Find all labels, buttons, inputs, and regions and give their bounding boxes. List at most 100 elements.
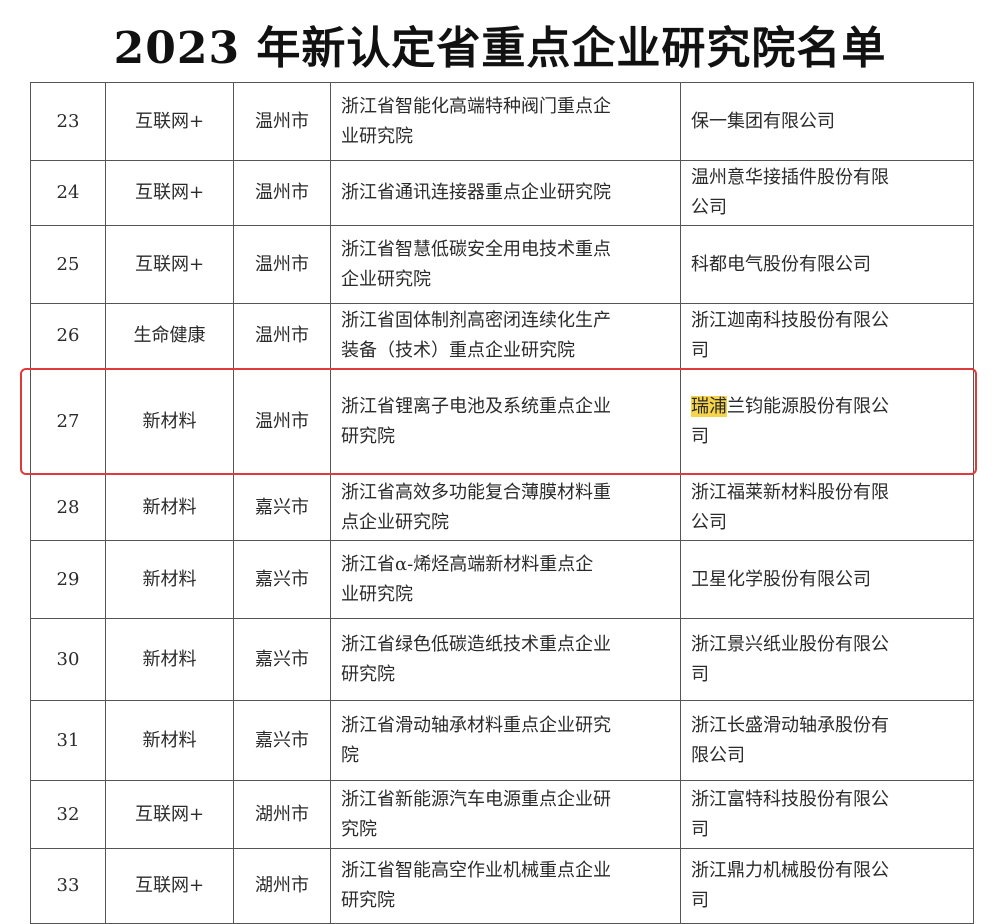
cell-text: 29 [56,568,80,590]
cell-text: 浙江省智慧低碳安全用电技术重点 [341,238,611,260]
cell-text: 浙江省固体制剂高密闭连续化生产 [341,310,611,331]
cell-text: 温州市 [255,110,309,132]
cell-text: 互联网+ [134,110,205,132]
cell-institute: 浙江省智慧低碳安全用电技术重点 企业研究院 [330,225,681,304]
cell-text: 浙江省新能源汽车电源重点企业研 [341,788,611,810]
cell-city: 温州市 [233,82,331,161]
cell-text: 新材料 [142,648,197,670]
cell-text: 浙江富特科技股份有限公 [691,788,889,810]
cell-text: 互联网+ [134,253,205,275]
cell-field: 新材料 [105,700,234,781]
cell-text: 研究院 [341,890,395,911]
cell-text: 浙江省智能高空作业机械重点企业 [341,860,611,881]
cell-text: 司 [691,340,709,361]
cell-text: 浙江福莱新材料股份有限 [691,481,889,503]
enterprise-institute-table: 23 互联网+ 温州市 浙江省智能化高端特种阀门重点企 业研究院 保一集团有限公司 24 互联… [30,82,974,924]
cell-text: 浙江省滑动轴承材料重点企业研究 [341,714,611,736]
cell-text: 公司 [691,511,727,533]
cell-text: 互联网+ [134,875,205,896]
cell-text: 研究院 [341,663,395,685]
cell-city: 温州市 [233,225,331,304]
cell-field: 互联网+ [105,780,234,849]
cell-text: 新材料 [142,568,197,590]
table-row: 24 互联网+ 温州市 浙江省通讯连接器重点企业研究院 温州意华接插件股份有限 公司 [30,160,974,226]
cell-number: 31 [30,700,106,781]
cell-city: 嘉兴市 [233,700,331,781]
cell-text: 新材料 [142,410,197,432]
cell-text: 浙江省智能化高端特种阀门重点企 [341,95,611,117]
cell-institute: 浙江省智能高空作业机械重点企业 研究院 [330,848,681,924]
cell-text: 兰钧能源股份有限公 [727,395,889,417]
cell-text: 浙江省高效多功能复合薄膜材料重 [341,481,611,503]
cell-company: 浙江福莱新材料股份有限 公司 [680,474,974,541]
cell-number: 26 [30,303,106,369]
cell-text: 温州意华接插件股份有限 [691,167,889,188]
cell-text: 嘉兴市 [255,648,309,670]
cell-text: 保一集团有限公司 [691,110,835,132]
cell-field: 互联网+ [105,225,234,304]
cell-text: 生命健康 [133,325,206,346]
cell-city: 嘉兴市 [233,474,331,541]
cell-text: 浙江省通讯连接器重点企业研究院 [341,182,611,203]
cell-field: 新材料 [105,368,234,475]
cell-number: 28 [30,474,106,541]
cell-company: 浙江鼎力机械股份有限公司 [680,848,974,924]
cell-text: 浙江省α-烯烃高端新材料重点企 [341,553,594,575]
cell-city: 湖州市 [233,848,331,924]
table-row: 28 新材料 嘉兴市 浙江省高效多功能复合薄膜材料重 点企业研究院 浙江福莱新材料股份有限… [30,474,974,541]
cell-text: 浙江省绿色低碳造纸技术重点企业 [341,633,611,655]
cell-number: 24 [30,160,106,226]
cell-company: 浙江长盛滑动轴承股份有 限公司 [680,700,974,781]
cell-text: 互联网+ [134,803,205,825]
cell-company: 保一集团有限公司 [680,82,974,161]
cell-text: 公司 [691,197,727,218]
cell-text: 26 [56,325,80,346]
cell-city: 温州市 [233,303,331,369]
cell-text: 研究院 [341,425,395,447]
cell-text: 司 [691,425,709,447]
cell-city: 湖州市 [233,780,331,849]
cell-field: 新材料 [105,474,234,541]
cell-institute: 浙江省新能源汽车电源重点企业研 究院 [330,780,681,849]
cell-text: 科都电气股份有限公司 [691,253,871,275]
cell-text: 温州市 [255,410,309,432]
cell-text: 新材料 [142,496,197,518]
cell-text: 33 [56,875,80,896]
cell-text: 浙江迦南科技股份有限公 [691,310,889,331]
cell-text: 业研究院 [341,125,413,147]
cell-text: 卫星化学股份有限公司 [691,568,871,590]
cell-institute: 浙江省锂离子电池及系统重点企业 研究院 [330,368,681,475]
table-row: 32 互联网+ 湖州市 浙江省新能源汽车电源重点企业研 究院 浙江富特科技股份有限公司 [30,780,974,849]
cell-institute: 浙江省智能化高端特种阀门重点企 业研究院 [330,82,681,161]
cell-field: 互联网+ [105,848,234,924]
cell-text: 司 [691,890,709,911]
cell-company: 瑞浦兰钧能源股份有限公司 [680,368,974,475]
cell-number: 27 [30,368,106,475]
cell-text: 司 [691,663,709,685]
cell-company: 温州意华接插件股份有限 公司 [680,160,974,226]
cell-text: 企业研究院 [341,268,431,290]
table-row: 31 新材料 嘉兴市 浙江省滑动轴承材料重点企业研究院浙江长盛滑动轴承股份有 限公司 [30,700,974,781]
cell-text: 温州市 [255,253,309,275]
cell-text: 温州市 [255,182,309,203]
cell-text: 浙江景兴纸业股份有限公 [691,633,889,655]
page-title: 2023 年新认定省重点企业研究院名单 [113,23,887,74]
cell-text: 业研究院 [341,583,413,605]
cell-city: 嘉兴市 [233,618,331,701]
cell-institute: 浙江省绿色低碳造纸技术重点企业 研究院 [330,618,681,701]
cell-company: 科都电气股份有限公司 [680,225,974,304]
cell-text: 24 [56,182,80,203]
cell-institute: 浙江省固体制剂高密闭连续化生产 装备（技术）重点企业研究院 [330,303,681,369]
table-row: 25 互联网+ 温州市 浙江省智慧低碳安全用电技术重点 企业研究院 科都电气股份有限公司 [30,225,974,304]
cell-field: 互联网+ [105,160,234,226]
cell-text: 新材料 [142,729,197,751]
cell-company: 浙江富特科技股份有限公司 [680,780,974,849]
cell-text: 28 [56,496,80,518]
cell-text: 23 [56,110,80,132]
cell-text: 装备（技术）重点企业研究院 [341,340,575,361]
cell-text: 湖州市 [255,875,309,896]
cell-text: 32 [56,803,80,825]
cell-number: 30 [30,618,106,701]
cell-institute: 浙江省高效多功能复合薄膜材料重 点企业研究院 [330,474,681,541]
table-row: 33 互联网+ 湖州市 浙江省智能高空作业机械重点企业 研究院 浙江鼎力机械股份有限公司 [30,848,974,924]
